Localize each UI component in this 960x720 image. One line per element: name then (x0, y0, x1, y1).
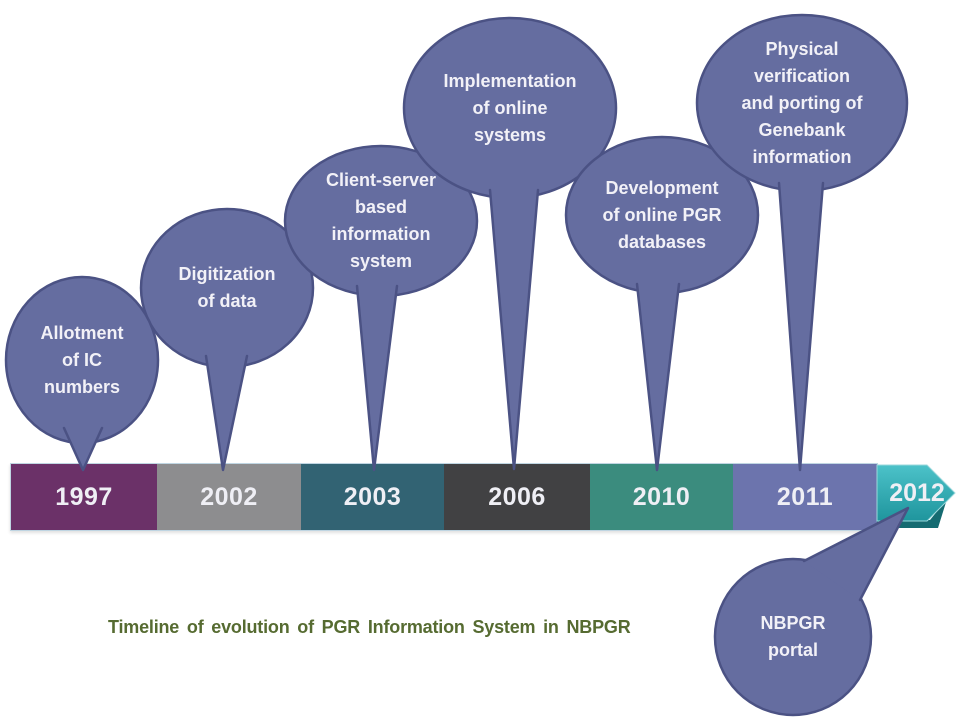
timeline-bar: 1997 2002 2003 2006 2010 2011 (10, 463, 878, 531)
balloon-tail (637, 284, 679, 470)
balloon-tail (357, 286, 397, 470)
timeline-segment-2011: 2011 (733, 464, 877, 530)
timeline-segment-1997: 1997 (11, 464, 157, 530)
year-label-2012: 2012 (889, 478, 945, 507)
year-label-2006: 2006 (488, 482, 546, 511)
timeline-segment-2006: 2006 (444, 464, 590, 530)
timeline-segment-2003: 2003 (301, 464, 444, 530)
balloon-text-nbpgr-portal: NBPGR portal (760, 613, 826, 660)
year-label-2011: 2011 (776, 482, 834, 511)
year-label-2003: 2003 (343, 482, 402, 511)
balloon-text-allotment-ic-numbers: Allotment of IC numbers (40, 322, 124, 397)
balloon-tail-outline (488, 188, 540, 471)
balloon-text-digitization-of-data: Digitization of data (178, 264, 276, 311)
balloon-tail-outline (777, 181, 825, 472)
balloon-text-physical-verification: Physical verification and porting of Gen… (741, 38, 863, 167)
balloon-tail-outline (355, 284, 399, 472)
timeline-segment-2002: 2002 (157, 464, 301, 530)
balloon-tail (490, 190, 538, 469)
slide-caption: Timeline of evolution of PGR Information… (108, 617, 631, 637)
balloon-tail (206, 356, 247, 470)
balloon-tail-outline (635, 282, 681, 472)
year-label-2002: 2002 (200, 482, 258, 511)
balloon-tail (779, 183, 823, 470)
year-label-1997: 1997 (55, 482, 113, 511)
balloon-tail-outline (204, 354, 249, 472)
year-label-2010: 2010 (632, 482, 691, 511)
timeline-segment-2010: 2010 (590, 464, 733, 530)
